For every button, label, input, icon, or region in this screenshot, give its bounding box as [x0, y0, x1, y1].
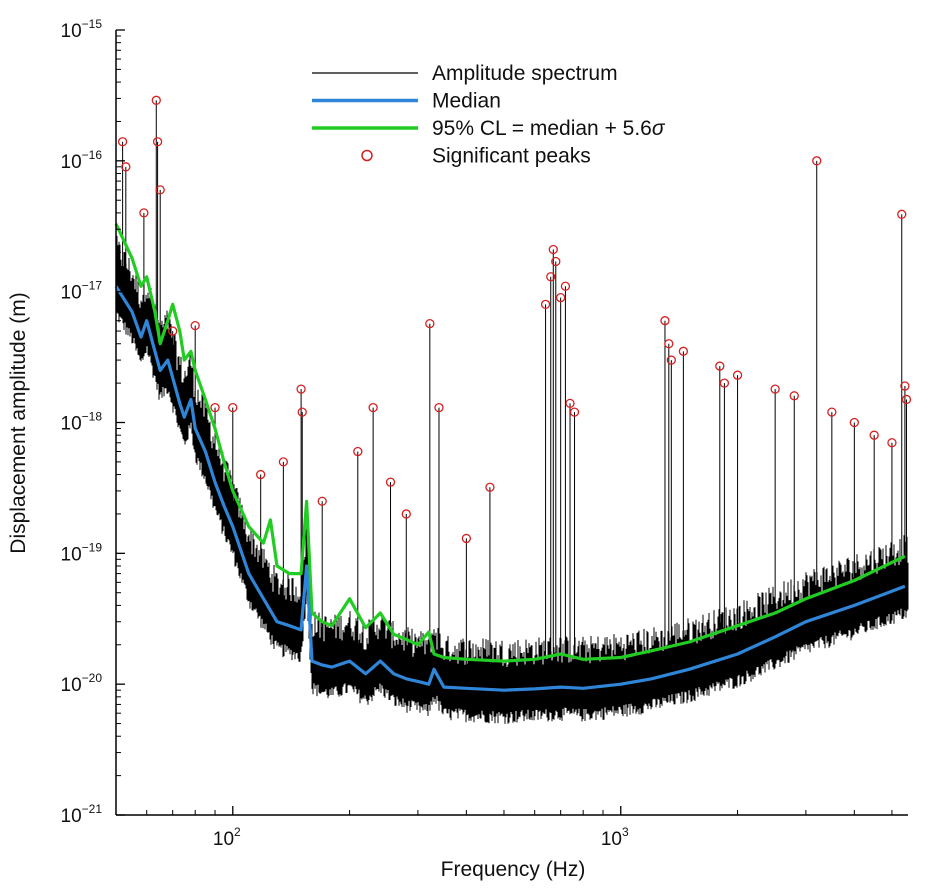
peak-marker: [560, 281, 571, 291]
peak-marker: [900, 381, 910, 391]
peak-marker: [461, 533, 472, 544]
peak-marker: [732, 370, 743, 380]
y-tick-label: 10−18: [61, 410, 103, 435]
x-tick-label: 102: [213, 825, 241, 850]
peak-marker: [317, 496, 327, 506]
axes-layer: 10−21 10−20 10−19 10−18 10−17 10−16 10−15 102 10…: [61, 17, 908, 850]
peak-marker: [168, 326, 178, 336]
peak-marker: [228, 402, 238, 413]
peak-marker: [540, 299, 551, 309]
peak-marker: [901, 394, 912, 405]
peak-marker: [425, 318, 435, 329]
legend-label: Amplitude spectrum: [432, 62, 618, 85]
peak-marker: [155, 185, 165, 195]
x-tick-label: 103: [601, 825, 629, 850]
peak-marker: [812, 156, 822, 166]
peak-marker: [401, 509, 411, 519]
x-axis-title: Frequency (Hz): [441, 858, 586, 881]
peak-marker: [434, 402, 444, 413]
peak-marker: [887, 438, 897, 448]
peak-marker: [385, 477, 396, 487]
amplitude-spectrum-layer: [115, 100, 909, 724]
peak-marker: [565, 398, 575, 409]
legend-label: 95% CL = median + 5.6σ: [432, 117, 666, 140]
peak-marker: [297, 407, 307, 417]
peak-marker: [849, 417, 859, 428]
peak-marker: [660, 316, 670, 326]
legend-label: Significant peaks: [432, 145, 591, 168]
peak-marker: [485, 482, 495, 492]
peak-marker: [897, 209, 907, 219]
peak-marker: [678, 346, 689, 356]
significant-peaks-layer: [117, 95, 912, 544]
peak-marker: [278, 457, 289, 467]
peak-marker: [715, 361, 725, 371]
legend: Amplitude spectrum Median 95% CL = median …: [312, 62, 666, 168]
peak-marker: [152, 137, 163, 147]
peak-marker: [353, 446, 363, 457]
y-tick-label: 10−20: [61, 671, 103, 696]
peak-marker: [556, 293, 566, 303]
peak-marker: [827, 407, 837, 417]
peak-marker: [551, 256, 561, 267]
legend-label: Median: [432, 90, 501, 113]
peak-marker: [139, 208, 149, 218]
peak-marker: [789, 391, 799, 401]
y-axis-title: Displacement amplitude (m): [7, 292, 30, 553]
peak-marker: [296, 384, 306, 394]
median-line: [114, 285, 906, 692]
amplitude-spectrum-band: [115, 235, 909, 724]
legend-marker: [361, 149, 373, 162]
y-tick-label: 10−19: [61, 540, 103, 565]
peak-marker: [151, 95, 161, 105]
peak-marker: [664, 339, 674, 349]
peak-marker: [117, 137, 128, 147]
peak-marker: [869, 430, 879, 440]
peak-marker: [719, 378, 730, 388]
peak-marker: [210, 402, 220, 413]
cl-95-line: [114, 223, 906, 663]
peak-marker: [569, 407, 580, 417]
y-tick-label: 10−21: [61, 802, 103, 827]
peak-marker: [666, 355, 676, 365]
y-tick-label: 10−15: [61, 17, 103, 42]
y-tick-label: 10−16: [61, 148, 103, 173]
peak-marker: [256, 469, 266, 480]
peak-marker: [368, 402, 378, 413]
series-layer: [114, 223, 906, 692]
peak-marker: [770, 384, 780, 394]
peak-marker: [190, 320, 200, 331]
peak-marker: [121, 162, 131, 172]
peak-marker: [546, 272, 556, 282]
y-tick-label: 10−17: [61, 279, 103, 304]
peak-marker: [548, 244, 558, 255]
